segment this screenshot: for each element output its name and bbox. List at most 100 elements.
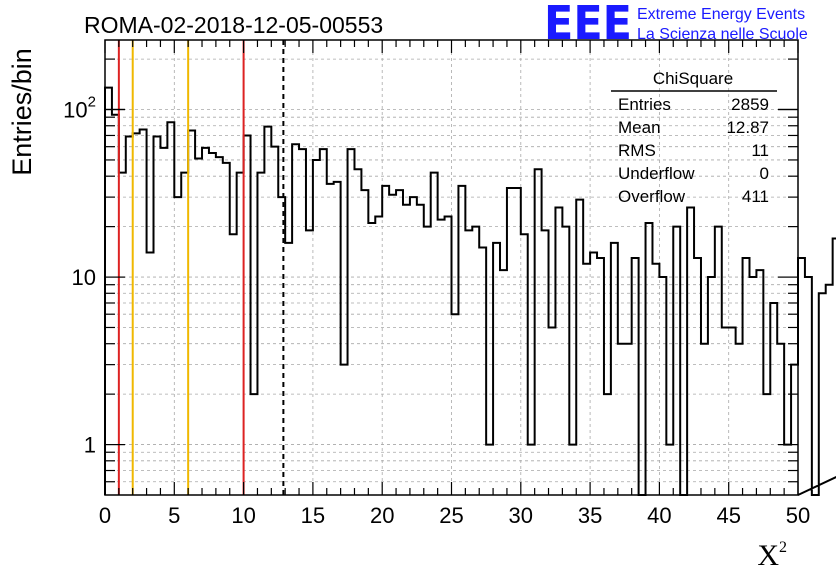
histogram-bin [251, 394, 258, 495]
x-tick-label: 40 [647, 503, 671, 528]
histogram-bin [147, 253, 154, 495]
histogram-bin [334, 182, 341, 495]
histogram-bin [493, 243, 500, 495]
y-tick-label: 102 [63, 94, 96, 123]
histogram-bin [382, 186, 389, 495]
histogram-bin [458, 186, 465, 495]
histogram-bin [576, 200, 583, 495]
logo-mark: EEE [544, 0, 632, 50]
histogram-bin [798, 258, 805, 495]
y-tick-label-superscript: 2 [88, 94, 96, 111]
stats-box-title: ChiSquare [653, 69, 733, 88]
histogram-bin [292, 144, 299, 495]
histogram-bin [354, 169, 361, 495]
x-tick-label: 30 [509, 503, 533, 528]
histogram-bin [160, 148, 167, 495]
y-tick-label-base: 10 [63, 98, 87, 123]
histogram-bin [174, 197, 181, 495]
histogram-bin [687, 208, 694, 495]
histogram-bin [361, 190, 368, 495]
histogram-bin [833, 238, 836, 495]
histogram-bin [777, 344, 784, 495]
histogram-bin [348, 149, 355, 495]
histogram-bin [604, 394, 611, 495]
histogram-bin [597, 258, 604, 495]
marker-lines [117, 40, 285, 495]
histogram-bin [743, 258, 750, 495]
histogram-bin [652, 264, 659, 495]
x-tick-label: 50 [786, 503, 810, 528]
histogram-bin [673, 227, 680, 495]
histogram-outline [104, 86, 836, 496]
histogram-bin [368, 223, 375, 495]
histogram-bin [805, 277, 812, 495]
histogram-bin [264, 127, 271, 495]
histogram-bin [133, 133, 140, 495]
x-tick-labels: 0 5 10 15 20 25 30 35 40 45 50 [99, 503, 810, 528]
histogram-bin [327, 184, 334, 495]
histogram-bin [438, 220, 445, 495]
histogram-bin [659, 277, 666, 495]
histogram-bin [216, 157, 223, 495]
histogram-bin [306, 230, 313, 495]
histogram-bin [403, 205, 410, 495]
histogram-bin [535, 169, 542, 495]
histogram-bin [431, 173, 438, 495]
histogram-bin [271, 147, 278, 495]
stats-row-value: 411 [742, 187, 769, 206]
histogram-bin [729, 327, 736, 495]
histogram-bin [763, 394, 770, 495]
histogram-bin [500, 270, 507, 495]
histogram-bin [285, 243, 292, 495]
histogram-bin [230, 234, 237, 495]
x-tick-label: 20 [370, 503, 394, 528]
histogram-bin [625, 344, 632, 495]
histogram-bin [736, 344, 743, 495]
histogram-bin [188, 130, 195, 495]
histogram-bin [465, 230, 472, 495]
histogram-bin [611, 243, 618, 495]
histogram-bin [666, 445, 673, 495]
histogram-bin [507, 188, 514, 495]
histogram-bin [562, 227, 569, 495]
axis-ticks [104, 40, 799, 495]
x-axis-label-base: X [757, 539, 779, 572]
histogram-bin [715, 227, 722, 495]
histogram-bin [756, 270, 763, 495]
x-tick-label: 25 [439, 503, 463, 528]
histogram-bin [472, 227, 479, 495]
histogram-bin [819, 293, 826, 495]
histogram-bin [486, 445, 493, 495]
stats-row-label: Mean [618, 118, 661, 137]
y-axis-label: Entries/bin [7, 48, 37, 176]
stats-row-label: Overflow [618, 187, 686, 206]
histogram-bin [590, 253, 597, 495]
histogram-bin [770, 303, 777, 495]
histogram-bin [112, 115, 119, 495]
histogram-bin [694, 258, 701, 495]
stats-row-label: Underflow [618, 164, 695, 183]
histogram-bin [555, 208, 562, 495]
histogram-bin [583, 264, 590, 495]
histogram-bin [826, 285, 833, 495]
histogram [104, 86, 836, 496]
stats-row-label: Entries [618, 95, 671, 114]
histogram-bin [181, 173, 188, 495]
x-axis-label-superscript: 2 [779, 539, 787, 556]
histogram-bin [299, 149, 306, 495]
histogram-bin [237, 173, 244, 495]
x-tick-label: 45 [716, 503, 740, 528]
x-tick-label: 0 [99, 503, 111, 528]
x-axis-label: X2 [757, 539, 787, 572]
histogram-bin [410, 197, 417, 495]
histogram-bin [528, 445, 535, 495]
histogram-bin [569, 445, 576, 495]
stats-row-value: 0 [760, 164, 769, 183]
x-tick-label: 35 [578, 503, 602, 528]
histogram-bin [445, 216, 452, 495]
histogram-bin [708, 277, 715, 495]
logo: EEE Extreme Energy Events La Scienza nel… [544, 0, 808, 50]
x-tick-label: 5 [168, 503, 180, 528]
histogram-bin [257, 173, 264, 495]
